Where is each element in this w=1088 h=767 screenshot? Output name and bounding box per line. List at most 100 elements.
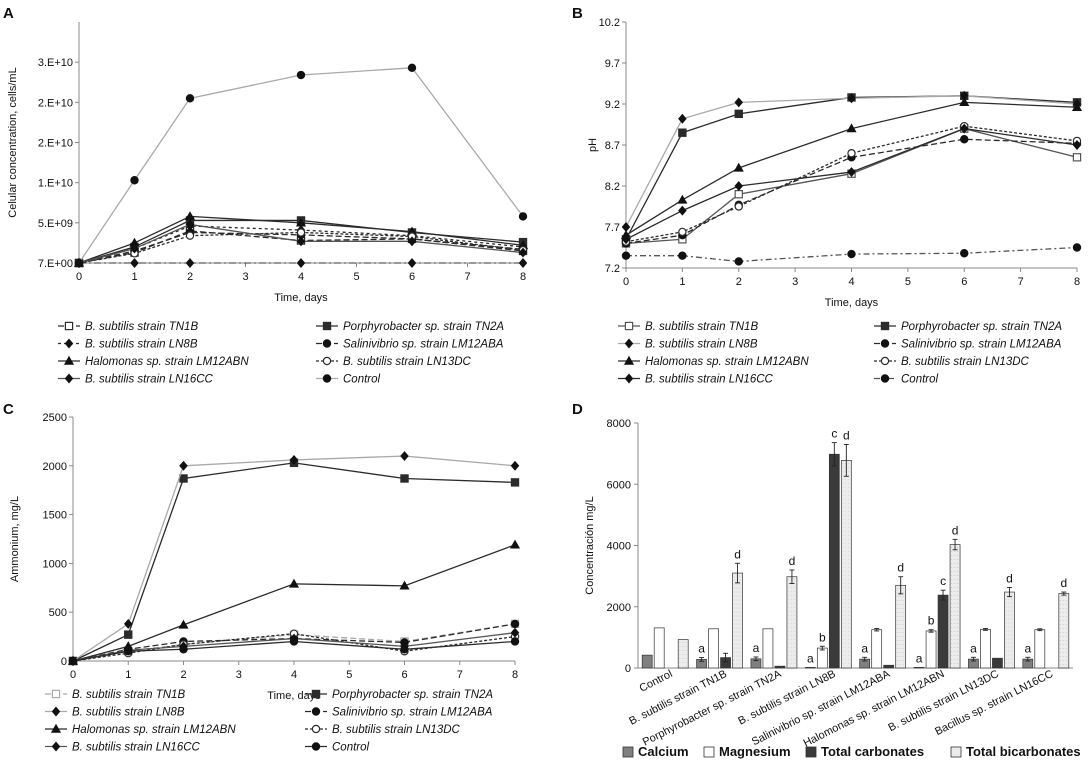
x-tick-label: 3 [236, 669, 242, 681]
legend-swatch-marker [64, 373, 74, 384]
bar-total-bicarbonates [949, 544, 961, 669]
legend-entry-label: B. subtilis strain LN16CC [645, 374, 774, 386]
x-tick-label: 0 [76, 271, 82, 283]
legend-swatch-marker [322, 374, 332, 383]
baseline-series-point [130, 258, 139, 268]
significance-letter: a [861, 641, 868, 655]
legend-swatch-marker [624, 373, 634, 384]
series-line-5 [625, 125, 1078, 243]
y-tick-label: 9.2 [605, 99, 620, 111]
significance-letter: a [753, 641, 760, 655]
series-point-2 [179, 460, 188, 471]
legend-entry-label: Halomonas sp. strain LM12ABN [85, 356, 249, 368]
significance-letter: a [916, 651, 923, 665]
bar-calcium [641, 654, 653, 669]
legend-entry-label: Magnesium [719, 744, 791, 759]
legend-entry-label: Calcium [638, 744, 689, 759]
significance-letter: b [928, 614, 935, 628]
series-point-6 [847, 167, 856, 178]
legend-entry-label: B. subtilis strain LN13DC [901, 356, 1030, 368]
x-tick-label: 3 [242, 271, 248, 283]
series-point-2 [123, 618, 133, 629]
x-tick-label: 4 [848, 276, 854, 288]
y-tick-label: 8000 [607, 418, 631, 430]
y-axis-label: Celular concentration, cells/mL [7, 67, 19, 217]
y-tick-label: 3.E+10 [38, 57, 73, 69]
legend-swatch-marker [880, 339, 890, 348]
series-point-4 [677, 194, 688, 204]
significance-letter: d [1006, 571, 1013, 585]
legend-entry-label: B. subtilis strain TN1B [645, 321, 758, 333]
series-line-4 [78, 215, 524, 264]
y-tick-label: 7.E+00 [38, 258, 73, 270]
series-point-6 [959, 123, 969, 134]
significance-letter: c [940, 574, 946, 588]
series-point-7 [74, 258, 84, 268]
series-line-3 [72, 623, 516, 662]
series-point-7 [400, 645, 409, 654]
legend-entry-label: B. subtilis strain LN16CC [72, 742, 201, 754]
y-tick-label: 7.2 [605, 263, 620, 275]
series-point-6 [407, 236, 417, 247]
y-axis-label: Ammonium, mg/L [9, 496, 21, 582]
legend-swatch-marker [51, 689, 61, 699]
legend-entry-label: B. subtilis strain LN8B [645, 339, 758, 351]
series-point-4 [178, 619, 189, 629]
series-point-7 [621, 251, 631, 260]
series-point-3 [960, 135, 969, 144]
bar-total-bicarbonates [732, 572, 743, 669]
series-point-4 [959, 97, 970, 107]
legend-swatch-marker [623, 355, 635, 365]
legend-swatch-marker [311, 724, 321, 734]
x-tick-label: 1 [679, 276, 685, 288]
y-tick-label: 2500 [43, 412, 67, 424]
legend-entry-label: B. subtilis strain LN13DC [343, 356, 472, 368]
panel-letter-c: C [3, 401, 14, 418]
x-tick-label: 8 [1074, 276, 1080, 288]
series-point-2 [678, 113, 687, 124]
legend-swatch-marker [51, 741, 61, 752]
series-point-1 [179, 474, 188, 483]
significance-letter: b [819, 630, 826, 644]
y-tick-label: 2.E+10 [38, 97, 73, 109]
significance-letter: a [970, 641, 977, 655]
legend-entry-label: Total carbonates [821, 744, 924, 759]
series-line-2 [625, 95, 1078, 228]
x-tick-label: 2 [187, 271, 193, 283]
bar-total-carbonates [937, 594, 949, 669]
series-point-5 [296, 228, 306, 237]
x-tick-label: 7 [464, 271, 470, 283]
x-tick-label: 6 [409, 271, 415, 283]
bar-calcium [804, 667, 816, 669]
legend-entry-label: B. subtilis strain LN13DC [332, 724, 461, 736]
series-point-5 [734, 202, 743, 211]
series-point-1 [734, 109, 743, 119]
x-axis-label: Time, days [274, 292, 328, 304]
legend-entry-label: Porphyrobacter sp. strain TN2A [343, 321, 504, 333]
series-point-0 [734, 190, 743, 199]
x-tick-label: 5 [346, 669, 352, 681]
bar-magnesium [816, 647, 828, 669]
legend-entry-label: Halomonas sp. strain LM12ABN [72, 724, 236, 736]
y-tick-label: 2000 [43, 461, 67, 473]
legend-swatch-marker [311, 689, 321, 699]
x-tick-label: 4 [291, 669, 297, 681]
series-point-7 [179, 645, 188, 654]
series-point-7 [847, 249, 856, 259]
bar-total-bicarbonates [677, 639, 689, 669]
panel-c-ammonium-chart: 0 500 1000 1500 2000 2500 0 1 2 3 4 5 6 7 8 Time, days A… [9, 412, 521, 754]
series-line-0 [78, 230, 524, 264]
y-tick-label: 9.7 [605, 58, 620, 70]
significance-letter: d [789, 554, 796, 568]
legend-swatch-marker [311, 742, 321, 751]
panel-letter-a: A [3, 5, 14, 22]
series-line-5 [78, 231, 524, 264]
x-tick-label: 8 [512, 669, 518, 681]
series-point-4 [509, 539, 521, 549]
x-tick-label: 3 [792, 276, 798, 288]
y-tick-label: 2.E+10 [38, 138, 73, 150]
legend-entry-label: Halomonas sp. strain LM12ABN [645, 356, 809, 368]
series-point-1 [400, 474, 409, 483]
series-point-4 [733, 162, 744, 172]
significance-letter: d [952, 523, 959, 537]
